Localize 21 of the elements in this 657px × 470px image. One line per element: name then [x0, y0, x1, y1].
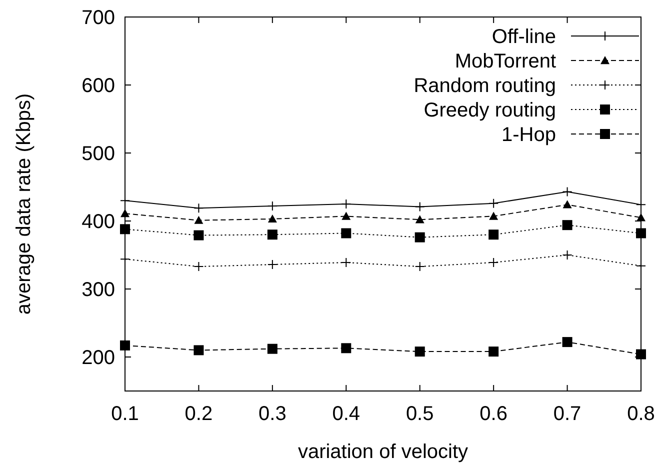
y-tick-label: 600 [82, 75, 115, 97]
legend-label: Greedy routing [424, 100, 556, 122]
y-axis-title: average data rate (Kbps) [13, 93, 35, 315]
x-tick-label: 0.8 [627, 403, 655, 425]
y-tick-label: 200 [82, 347, 115, 369]
y-tick-label: 700 [82, 7, 115, 29]
legend-label: Random routing [414, 75, 556, 97]
x-tick-label: 0.3 [258, 403, 286, 425]
legend-label: Off-line [492, 26, 556, 48]
x-tick-label: 0.7 [553, 403, 582, 425]
x-tick-label: 0.1 [111, 403, 139, 425]
x-tick-label: 0.6 [480, 403, 508, 425]
y-tick-label: 500 [82, 143, 115, 165]
legend-label: MobTorrent [454, 50, 556, 72]
x-tick-label: 0.4 [332, 403, 360, 425]
y-tick-label: 400 [82, 211, 115, 233]
x-axis-title: variation of velocity [298, 441, 468, 463]
x-tick-label: 0.2 [184, 403, 213, 425]
legend-label: 1-Hop [502, 124, 556, 146]
y-tick-label: 300 [82, 279, 115, 301]
x-tick-label: 0.5 [406, 403, 434, 425]
